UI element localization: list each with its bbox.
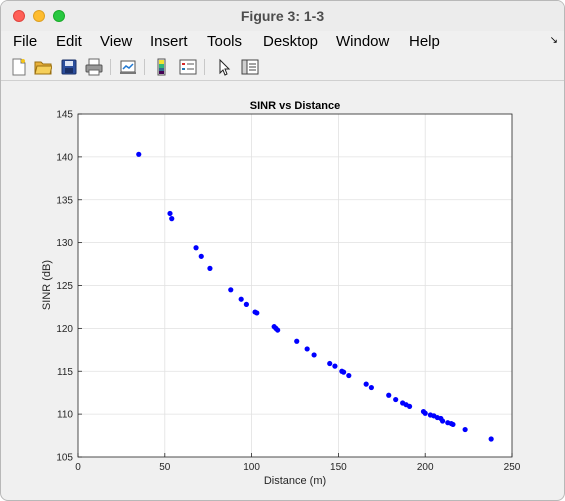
x-tick-label: 100 [243, 462, 260, 473]
data-point [207, 265, 213, 271]
menu-bar: File Edit View Insert Tools Desktop Wind… [1, 31, 564, 53]
toolbar-separator [110, 59, 111, 75]
toolbar-separator [144, 59, 145, 75]
y-axis-label: SINR (dB) [41, 260, 53, 310]
link-plot-icon[interactable] [119, 58, 137, 76]
scatter-chart[interactable]: 105 110 115 120 125 130 135 140 145 0 50 100 150 200… [5, 82, 560, 498]
menu-desktop[interactable]: Desktop [263, 33, 319, 50]
data-point [193, 245, 199, 251]
data-point [386, 392, 392, 398]
data-point [406, 403, 413, 410]
title-bar[interactable]: Figure 3: 1-3 [1, 1, 564, 32]
window-title: Figure 3: 1-3 [240, 8, 325, 24]
data-point [341, 369, 347, 375]
x-tick-label: 50 [159, 462, 171, 473]
y-tick-label: 115 [57, 367, 73, 378]
insert-legend-icon[interactable] [179, 58, 197, 76]
data-point [368, 384, 374, 391]
figure-canvas: 105 110 115 120 125 130 135 140 145 0 50 100 150 200… [5, 82, 560, 498]
x-axis-label: Distance (m) [264, 475, 326, 487]
data-point [311, 352, 317, 358]
data-point [304, 346, 310, 352]
data-point [332, 363, 338, 369]
x-tick-label: 150 [330, 462, 347, 473]
data-point [439, 418, 446, 424]
data-point [275, 327, 281, 333]
data-point [346, 372, 352, 379]
y-tick-label: 140 [56, 152, 73, 163]
data-point [294, 338, 300, 344]
y-tick-label: 135 [56, 195, 73, 206]
open-file-icon[interactable] [34, 58, 52, 76]
menu-dock-arrow-icon[interactable]: ↘ [549, 35, 558, 46]
save-icon[interactable] [60, 58, 78, 76]
menu-view[interactable]: View [100, 33, 133, 50]
toolbar-separator [204, 59, 205, 75]
data-point [422, 410, 428, 416]
data-point [243, 301, 249, 307]
menu-edit[interactable]: Edit [56, 33, 82, 50]
y-tick-label: 110 [57, 410, 73, 421]
new-figure-icon[interactable] [10, 58, 28, 76]
data-point [363, 381, 369, 387]
data-point [238, 296, 244, 302]
menu-insert[interactable]: Insert [150, 33, 188, 50]
data-point [327, 360, 333, 367]
data-point [488, 436, 494, 442]
menu-window[interactable]: Window [336, 33, 390, 50]
menu-file[interactable]: File [13, 33, 38, 50]
data-point [450, 421, 456, 428]
data-point [254, 310, 260, 316]
x-tick-label: 200 [417, 462, 434, 473]
minimize-window-button[interactable] [33, 10, 45, 22]
x-tick-label: 250 [504, 462, 521, 473]
y-ticks: 105 110 115 120 125 130 135 140 145 [56, 110, 82, 464]
data-point [228, 287, 234, 293]
chart-title: SINR vs Distance [250, 100, 340, 112]
toolbar [1, 54, 564, 81]
data-point [198, 253, 204, 259]
pointer-icon[interactable] [215, 58, 233, 76]
y-tick-label: 105 [56, 453, 73, 464]
menu-help[interactable]: Help [409, 33, 440, 50]
data-points [136, 151, 494, 442]
close-window-button[interactable] [13, 10, 25, 22]
data-point [462, 426, 468, 433]
data-point [136, 151, 142, 157]
data-point [393, 396, 399, 403]
plot-tools-icon[interactable] [241, 58, 259, 76]
data-point [169, 216, 175, 222]
maximize-window-button[interactable] [53, 10, 65, 22]
insert-colorbar-icon[interactable] [153, 58, 171, 76]
data-point [167, 210, 173, 217]
y-tick-label: 130 [56, 238, 73, 249]
y-tick-label: 120 [56, 324, 73, 335]
menu-tools[interactable]: Tools [207, 33, 243, 50]
x-tick-label: 0 [75, 462, 81, 473]
x-ticks: 0 50 100 150 200 250 [75, 453, 521, 473]
y-tick-label: 125 [56, 281, 73, 292]
y-tick-label: 145 [56, 110, 73, 121]
print-icon[interactable] [85, 58, 103, 76]
